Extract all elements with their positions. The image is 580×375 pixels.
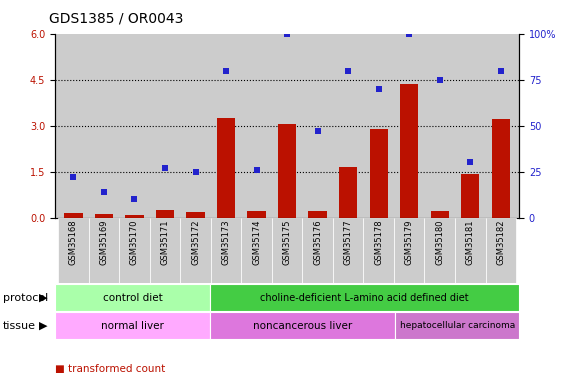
Point <box>313 128 322 134</box>
Text: noncancerous liver: noncancerous liver <box>253 321 352 331</box>
Text: GSM35172: GSM35172 <box>191 219 200 265</box>
Text: protocol: protocol <box>3 293 48 303</box>
Bar <box>241 217 272 283</box>
Bar <box>64 213 82 217</box>
Text: GSM35171: GSM35171 <box>161 219 169 265</box>
Text: ▶: ▶ <box>39 321 48 331</box>
Bar <box>485 217 516 283</box>
Bar <box>180 217 211 283</box>
Text: GSM35176: GSM35176 <box>313 219 322 265</box>
Text: GSM35178: GSM35178 <box>374 219 383 265</box>
Bar <box>272 217 302 283</box>
Text: hepatocellular carcinoma: hepatocellular carcinoma <box>400 321 515 330</box>
Bar <box>278 124 296 218</box>
Point <box>405 31 414 37</box>
Bar <box>430 211 449 218</box>
Text: normal liver: normal liver <box>101 321 164 331</box>
Bar <box>400 84 418 218</box>
Point <box>252 167 261 173</box>
Bar <box>211 217 241 283</box>
Text: GSM35181: GSM35181 <box>466 219 475 265</box>
Text: GSM35182: GSM35182 <box>496 219 505 265</box>
Text: GSM35169: GSM35169 <box>99 219 108 265</box>
Bar <box>89 217 119 283</box>
Bar <box>396 312 519 339</box>
Bar <box>455 217 485 283</box>
Point <box>435 77 444 83</box>
Bar <box>248 211 266 218</box>
Text: GSM35180: GSM35180 <box>435 219 444 265</box>
Point <box>343 68 353 74</box>
Bar <box>217 118 235 218</box>
Point <box>222 68 231 74</box>
Text: GSM35174: GSM35174 <box>252 219 261 265</box>
Text: choline-deficient L-amino acid defined diet: choline-deficient L-amino acid defined d… <box>260 293 469 303</box>
Point <box>466 159 475 165</box>
Bar <box>461 174 480 217</box>
Bar <box>369 129 388 218</box>
Bar <box>150 217 180 283</box>
Text: GDS1385 / OR0043: GDS1385 / OR0043 <box>49 11 184 25</box>
Text: GSM35170: GSM35170 <box>130 219 139 265</box>
Bar <box>333 217 364 283</box>
Bar <box>186 212 205 217</box>
Point <box>374 86 383 92</box>
Bar <box>210 312 396 339</box>
Bar <box>95 213 113 217</box>
Text: GSM35173: GSM35173 <box>222 219 230 265</box>
Text: GSM35179: GSM35179 <box>405 219 414 265</box>
Bar <box>425 217 455 283</box>
Text: tissue: tissue <box>3 321 36 331</box>
Text: ■ transformed count: ■ transformed count <box>55 364 165 374</box>
Point <box>99 189 108 195</box>
Text: GSM35177: GSM35177 <box>344 219 353 265</box>
Bar <box>210 284 519 311</box>
Bar <box>156 210 174 218</box>
Bar <box>364 217 394 283</box>
Point <box>160 165 169 171</box>
Bar <box>309 211 327 218</box>
Bar <box>339 167 357 218</box>
Text: GSM35175: GSM35175 <box>282 219 292 265</box>
Point <box>282 31 292 37</box>
Bar <box>302 217 333 283</box>
Bar <box>119 217 150 283</box>
Bar <box>55 312 210 339</box>
Text: control diet: control diet <box>103 293 162 303</box>
Bar <box>125 215 144 217</box>
Bar <box>58 217 89 283</box>
Point <box>496 68 505 74</box>
Text: ▶: ▶ <box>39 293 48 303</box>
Point <box>69 174 78 180</box>
Bar <box>394 217 425 283</box>
Bar <box>55 284 210 311</box>
Bar <box>492 119 510 218</box>
Text: GSM35168: GSM35168 <box>69 219 78 265</box>
Point <box>191 169 200 175</box>
Point <box>130 196 139 202</box>
